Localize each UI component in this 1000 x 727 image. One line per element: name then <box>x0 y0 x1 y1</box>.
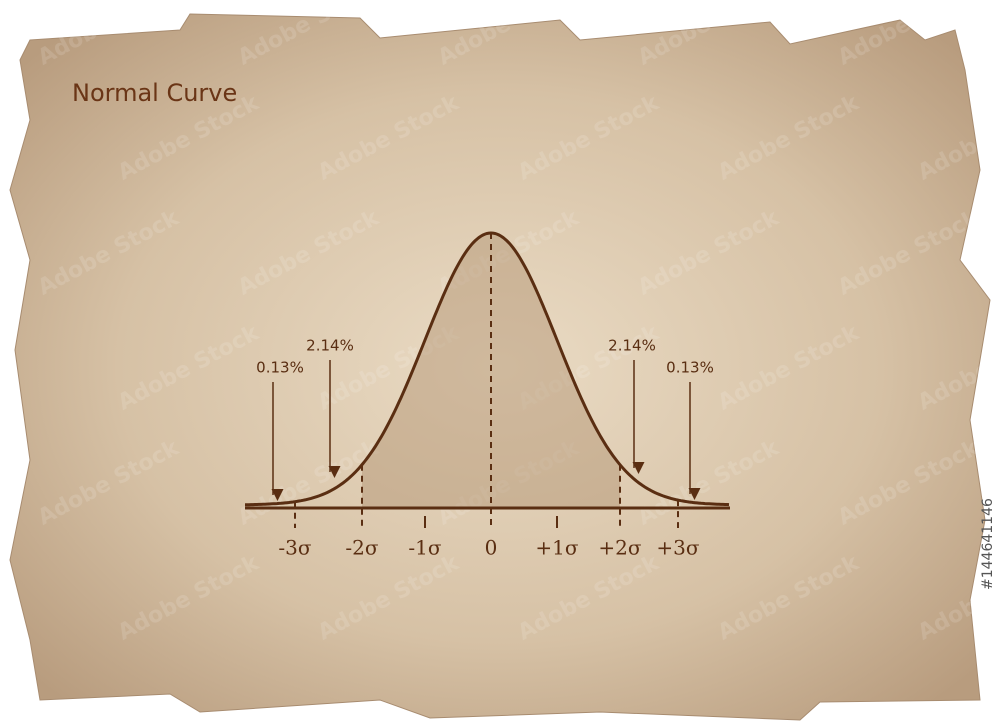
parchment <box>9 13 991 721</box>
stock-id: #144641146 <box>980 498 996 590</box>
title: Normal Curve <box>72 79 237 107</box>
axis-label: +1σ <box>535 536 578 560</box>
percent-label: 0.13% <box>256 359 304 377</box>
axis-label: +2σ <box>598 536 641 560</box>
percent-label: 2.14% <box>608 337 656 355</box>
percent-label: 0.13% <box>666 359 714 377</box>
normal-curve <box>245 231 730 507</box>
axis-label: +3σ <box>656 536 699 560</box>
axis-label: -1σ <box>408 536 441 560</box>
annotations: -3σ -2σ -1σ 0 +1σ +2σ +3σ0.13%2.14% 2.14%0.13% <box>256 233 714 560</box>
axis-label: -2σ <box>345 536 378 560</box>
percent-label: 2.14% <box>306 337 354 355</box>
axis-label: 0 <box>485 536 498 560</box>
axis-label: -3σ <box>278 536 311 560</box>
